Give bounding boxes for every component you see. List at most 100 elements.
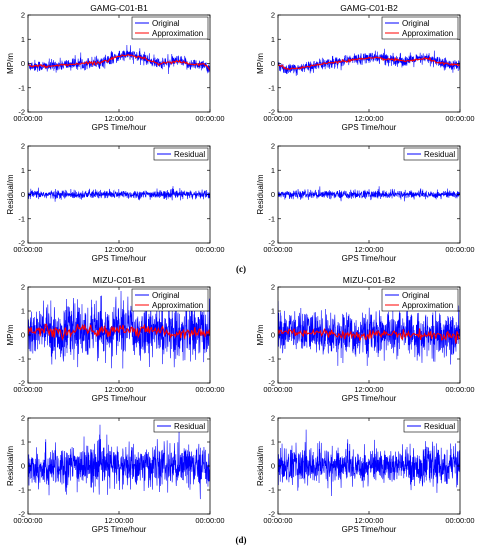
x-tick-label: 12:00:00 [354, 114, 383, 123]
y-tick-label: 2 [271, 414, 275, 423]
x-tick-label: 00:00:00 [445, 516, 474, 525]
series-approximation-line [278, 327, 460, 344]
x-tick-label: 00:00:00 [445, 385, 474, 394]
y-tick-label: -2 [18, 379, 25, 388]
x-tick-label: 12:00:00 [104, 114, 133, 123]
x-tick-label: 00:00:00 [263, 245, 292, 254]
y-axis-label: MP/m [256, 324, 265, 345]
y-tick-label: -2 [268, 239, 275, 248]
x-tick-label: 00:00:00 [445, 245, 474, 254]
y-tick-label: 1 [21, 166, 25, 175]
legend-entry: Original [402, 291, 430, 300]
y-tick-label: 0 [21, 462, 25, 471]
y-tick-label: 1 [21, 438, 25, 447]
legend-entry: Original [402, 19, 430, 28]
series-residual-line [28, 424, 210, 500]
series-approximation-line [28, 53, 210, 71]
x-tick-label: 00:00:00 [13, 114, 42, 123]
x-axis-label: GPS Time/hour [342, 123, 397, 132]
y-tick-label: 2 [21, 11, 25, 20]
y-tick-label: -2 [268, 108, 275, 117]
series-approximation-line [278, 56, 460, 70]
y-tick-label: -1 [268, 214, 275, 223]
legend: Residual [153, 419, 209, 433]
y-tick-label: 2 [21, 142, 25, 151]
x-tick-label: 00:00:00 [13, 245, 42, 254]
x-tick-label: 00:00:00 [263, 516, 292, 525]
y-tick-label: -1 [18, 355, 25, 364]
series-residual-line [278, 186, 460, 202]
chart-title: GAMG-C01-B2 [340, 3, 398, 13]
y-tick-label: 0 [21, 190, 25, 199]
panel-caption: (d) [236, 535, 247, 545]
y-tick-label: 1 [271, 307, 275, 316]
y-tick-label: 0 [271, 462, 275, 471]
legend-entry: Original [152, 291, 180, 300]
y-axis-label: Residual/m [6, 174, 15, 214]
x-tick-label: 00:00:00 [195, 114, 224, 123]
y-axis-label: Residual/m [6, 446, 15, 486]
legend-entry: Approximation [402, 301, 453, 310]
y-tick-label: -1 [18, 486, 25, 495]
y-tick-label: -1 [268, 83, 275, 92]
legend-entry: Residual [174, 422, 205, 431]
chart-title: MIZU-C01-B1 [93, 275, 146, 285]
chart-title: GAMG-C01-B1 [90, 3, 148, 13]
x-tick-label: 00:00:00 [263, 114, 292, 123]
y-tick-label: -1 [268, 486, 275, 495]
y-tick-label: 2 [21, 283, 25, 292]
y-tick-label: 2 [271, 283, 275, 292]
y-tick-label: -1 [268, 355, 275, 364]
x-tick-label: 12:00:00 [354, 245, 383, 254]
legend-entry: Residual [424, 150, 455, 159]
legend-entry: Approximation [152, 29, 203, 38]
y-tick-label: 1 [271, 438, 275, 447]
legend: Residual [403, 419, 459, 433]
y-axis-label: MP/m [256, 53, 265, 74]
x-tick-label: 00:00:00 [195, 516, 224, 525]
y-axis-label: MP/m [6, 53, 15, 74]
x-axis-label: GPS Time/hour [342, 394, 397, 403]
y-tick-label: 0 [271, 190, 275, 199]
y-tick-label: 0 [271, 331, 275, 340]
y-tick-label: -2 [18, 108, 25, 117]
panel-caption: (c) [236, 264, 246, 274]
legend-entry: Approximation [152, 301, 203, 310]
legend-entry: Original [152, 19, 180, 28]
x-tick-label: 12:00:00 [104, 516, 133, 525]
y-tick-label: 0 [271, 59, 275, 68]
x-axis-label: GPS Time/hour [92, 123, 147, 132]
x-tick-label: 00:00:00 [445, 114, 474, 123]
x-tick-label: 00:00:00 [13, 385, 42, 394]
y-tick-label: 1 [21, 307, 25, 316]
series-original-line [278, 301, 460, 366]
y-tick-label: -2 [268, 510, 275, 519]
x-tick-label: 12:00:00 [354, 385, 383, 394]
x-tick-label: 00:00:00 [195, 245, 224, 254]
y-tick-label: 1 [271, 166, 275, 175]
y-axis-label: Residual/m [256, 174, 265, 214]
y-tick-label: -2 [18, 239, 25, 248]
x-tick-label: 00:00:00 [263, 385, 292, 394]
y-axis-label: MP/m [6, 324, 15, 345]
chart-title: MIZU-C01-B2 [343, 275, 396, 285]
y-tick-label: -2 [18, 510, 25, 519]
x-axis-label: GPS Time/hour [92, 525, 147, 534]
y-tick-label: -1 [18, 83, 25, 92]
legend-entry: Residual [174, 150, 205, 159]
x-axis-label: GPS Time/hour [92, 394, 147, 403]
legend-entry: Approximation [402, 29, 453, 38]
chart-gamg-b2-mp: 210-1-200:00:00 12:00:00 00:00:00GAMG-C01-… [256, 3, 475, 132]
legend-entry: Residual [424, 422, 455, 431]
series-original-line [28, 290, 210, 369]
x-tick-label: 00:00:00 [13, 516, 42, 525]
y-axis-label: Residual/m [256, 446, 265, 486]
x-tick-label: 12:00:00 [104, 385, 133, 394]
y-tick-label: 0 [21, 331, 25, 340]
